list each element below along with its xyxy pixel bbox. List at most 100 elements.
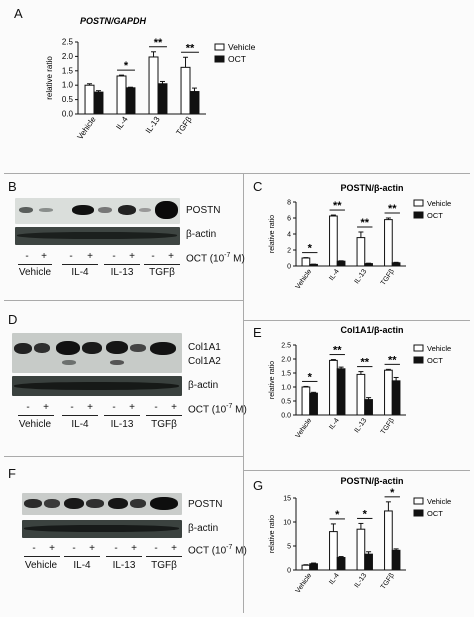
legend-swatch-oct — [413, 356, 424, 364]
panel-letter-e: E — [253, 325, 262, 340]
band — [155, 201, 178, 219]
significance-marker: * — [390, 487, 395, 499]
x-tick-label: IL-13 — [144, 115, 162, 136]
lane-label-il4: IL-4 — [73, 560, 91, 571]
sign: - — [69, 251, 73, 262]
bar-oct — [364, 263, 373, 267]
treatment-label: OCT (10 — [186, 253, 225, 265]
blot-d-treatment-label: OCT (10-7 M) — [188, 403, 247, 415]
lane-line — [18, 415, 54, 416]
bar-oct — [336, 557, 346, 571]
sign: + — [171, 543, 177, 554]
bar-vehicle — [301, 564, 311, 571]
sign: + — [129, 402, 135, 413]
band — [110, 360, 124, 365]
bar-oct — [336, 260, 346, 267]
sign: - — [26, 402, 30, 413]
x-tick-label: IL-4 — [328, 268, 341, 282]
sign: - — [32, 543, 36, 554]
blot-d-label-col1a1: Col1A1 — [188, 342, 221, 353]
significance-marker: * — [308, 371, 313, 383]
band — [17, 232, 177, 239]
sign: + — [87, 402, 93, 413]
band — [118, 205, 136, 215]
significance-marker: * — [308, 243, 313, 255]
significance-marker: ** — [333, 200, 342, 212]
y-axis-label: relative ratio — [269, 515, 276, 553]
y-tick-label: 0.5 — [62, 95, 74, 104]
band — [82, 342, 102, 354]
sign: - — [151, 251, 155, 262]
legend-swatch-vehicle — [413, 199, 424, 207]
blot-f-label-actin: β-actin — [188, 523, 219, 534]
y-axis-label: relative ratio — [45, 56, 54, 100]
y-tick-label: 2 — [287, 248, 291, 255]
blot-d-actin — [12, 376, 182, 396]
bar-vehicle — [384, 369, 393, 416]
blot-f-postn — [22, 493, 182, 515]
sign: - — [72, 543, 76, 554]
significance-marker: * — [335, 509, 340, 521]
significance-marker: ** — [154, 37, 163, 49]
sign: - — [70, 402, 74, 413]
blot-f-label-postn: POSTN — [188, 499, 223, 510]
blot-b-actin — [15, 227, 180, 245]
panel-letter-c: C — [253, 179, 263, 194]
x-tick-label: TGFβ — [380, 268, 396, 287]
sign: - — [154, 543, 158, 554]
treatment-unit: M) — [232, 545, 247, 557]
band — [139, 208, 151, 212]
blot-d-label-col1a2: Col1A2 — [188, 356, 221, 367]
sign: + — [87, 251, 93, 262]
lane-line — [24, 556, 60, 557]
band — [14, 382, 179, 390]
y-tick-label: 10 — [283, 520, 291, 527]
sign: + — [89, 543, 95, 554]
blot-f-treatment-label: OCT (10-7 M) — [188, 544, 247, 556]
bar-vehicle — [116, 75, 127, 115]
band — [106, 341, 128, 354]
sign: + — [49, 543, 55, 554]
treatment-label: OCT (10 — [188, 545, 227, 557]
chart-title: Col1A1/β-actin — [340, 325, 403, 335]
significance-marker: * — [124, 60, 129, 72]
band — [150, 342, 176, 355]
y-tick-label: 6 — [287, 216, 291, 223]
legend-swatch-vehicle — [214, 43, 225, 51]
chart-e-col1a1-actin: Col1A1/β-actin 0.0 0.5 1.0 1.5 2.0 2.5 relative… — [269, 325, 451, 440]
bar-oct — [189, 91, 200, 115]
legend-label-oct: OCT — [427, 211, 443, 220]
y-tick-label: 0.0 — [281, 413, 291, 420]
y-tick-label: 2.0 — [62, 52, 74, 61]
chart-c-postn-actin: POSTN/β-actin 0 2 4 6 8 relative ratio * Vehicle… — [269, 183, 451, 291]
lane-line — [146, 556, 182, 557]
bar-vehicle — [356, 373, 366, 416]
lane-line — [104, 415, 140, 416]
treatment-exponent: -7 — [224, 252, 231, 259]
lane-label-vehicle: Vehicle — [18, 419, 52, 430]
bar-vehicle — [84, 84, 95, 115]
sign: - — [112, 251, 116, 262]
y-tick-label: 5 — [287, 544, 291, 551]
y-tick-label: 1.0 — [281, 385, 291, 392]
chart-title: POSTN/β-actin — [341, 476, 404, 486]
blot-d-label-actin: β-actin — [188, 380, 219, 391]
blot-d-col1a — [12, 333, 182, 373]
band — [19, 207, 33, 213]
lane-line — [62, 264, 98, 265]
sign: - — [25, 251, 29, 262]
x-tick-label: IL-13 — [353, 417, 368, 434]
x-tick-label: IL-4 — [328, 572, 341, 586]
band — [56, 341, 80, 355]
chart-title: POSTN/β-actin — [341, 183, 404, 193]
sign: - — [154, 402, 158, 413]
lane-line — [18, 264, 52, 265]
lane-label-tgfb: TGFβ — [149, 267, 175, 278]
separator-right-2 — [244, 470, 470, 471]
bar-oct — [364, 553, 373, 571]
band — [64, 498, 84, 509]
lane-label-tgfb: TGFβ — [151, 419, 177, 430]
x-tick-label: IL-4 — [328, 417, 341, 431]
x-tick-label: Vehicle — [75, 115, 97, 142]
chart-title: POSTN/GAPDH — [80, 16, 147, 26]
